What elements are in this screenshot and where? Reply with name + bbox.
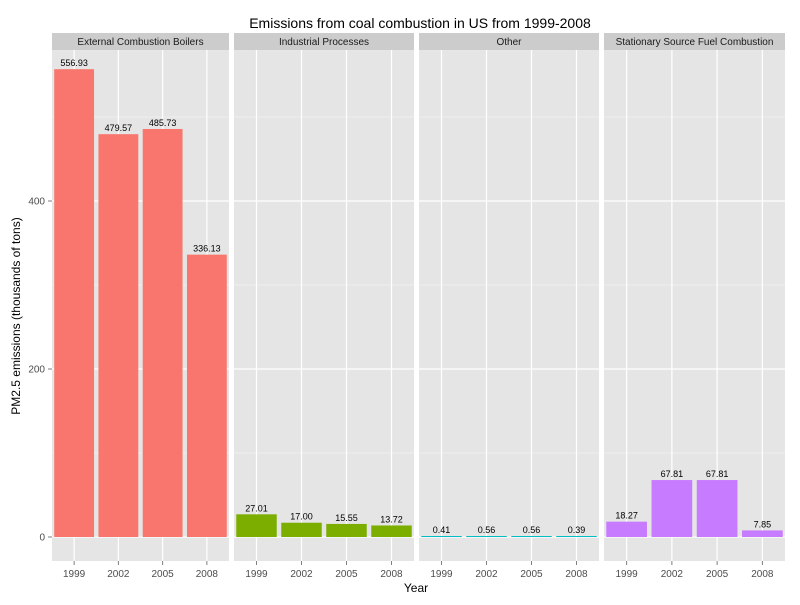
- facet-panels: External Combustion Boilers 556.93 1999 479…: [52, 33, 785, 580]
- x-tick-label: 1999: [430, 569, 453, 580]
- bar: [236, 514, 277, 537]
- bar: [421, 536, 462, 537]
- facet-strip-label: Stationary Source Fuel Combustion: [616, 37, 774, 48]
- x-tick-label: 2008: [196, 569, 219, 580]
- facet-strip: [52, 33, 229, 50]
- x-tick-label: 2005: [520, 569, 543, 580]
- bar-data-label: 7.85: [754, 519, 772, 529]
- y-tick-label: 400: [28, 197, 45, 208]
- facet-strip: [419, 33, 599, 50]
- bar-data-label: 67.81: [706, 469, 729, 479]
- x-tick-label: 2002: [107, 569, 130, 580]
- x-tick-label: 2005: [706, 569, 729, 580]
- bar-data-label: 17.00: [290, 512, 313, 522]
- x-tick-label: 2005: [335, 569, 358, 580]
- bar-data-label: 0.56: [523, 525, 541, 535]
- bar-data-label: 0.56: [478, 525, 496, 535]
- facet-strip-label: External Combustion Boilers: [77, 37, 203, 48]
- bar: [281, 522, 322, 537]
- facet-panel: Other 0.41 1999 0.56 2002 0.56 2005 0.39 2008: [419, 33, 599, 580]
- bar: [186, 254, 227, 537]
- bar: [606, 521, 647, 537]
- bar: [142, 128, 183, 537]
- x-tick-label: 2008: [565, 569, 588, 580]
- x-tick-label: 2005: [152, 569, 175, 580]
- chart-title: Emissions from coal combustion in US fro…: [249, 15, 591, 31]
- bar-data-label: 556.93: [60, 58, 88, 68]
- bar-data-label: 485.73: [149, 118, 177, 128]
- facet-panel: External Combustion Boilers 556.93 1999 479…: [52, 33, 229, 580]
- bar: [511, 536, 552, 537]
- bar: [54, 69, 95, 537]
- facet-strip: [604, 33, 785, 50]
- x-tick-label: 1999: [616, 569, 639, 580]
- bar: [326, 523, 367, 537]
- x-tick-label: 2002: [475, 569, 498, 580]
- y-tick-label: 200: [28, 365, 45, 376]
- panel-background: [234, 50, 414, 561]
- x-tick-label: 1999: [63, 569, 86, 580]
- x-tick-label: 1999: [245, 569, 268, 580]
- panel-background: [604, 50, 785, 561]
- bar: [98, 134, 139, 537]
- y-axis-title: PM2.5 emissions (thousands of tons): [9, 217, 23, 414]
- x-tick-label: 2008: [380, 569, 403, 580]
- facet-panel: Industrial Processes 27.01 1999 17.00 2002 15…: [234, 33, 414, 580]
- bar: [696, 480, 738, 537]
- x-tick-label: 2008: [751, 569, 774, 580]
- bar-data-label: 15.55: [335, 513, 358, 523]
- bar-data-label: 18.27: [615, 511, 638, 521]
- bar-data-label: 336.13: [193, 244, 221, 254]
- facet-strip-label: Other: [496, 37, 522, 48]
- bar: [556, 536, 597, 537]
- x-axis-title: Year: [404, 581, 428, 595]
- facet-strip-label: Industrial Processes: [279, 37, 369, 48]
- bar-data-label: 27.01: [245, 503, 268, 513]
- facet-strip: [234, 33, 414, 50]
- bar: [651, 480, 693, 537]
- bar: [466, 536, 507, 537]
- x-tick-label: 2002: [661, 569, 684, 580]
- bar-data-label: 0.39: [568, 525, 586, 535]
- bar-data-label: 13.72: [380, 514, 403, 524]
- bar-data-label: 479.57: [105, 123, 133, 133]
- bar: [371, 525, 412, 537]
- panel-background: [419, 50, 599, 561]
- bar-data-label: 0.41: [433, 525, 451, 535]
- y-axis: 0 200 400: [28, 197, 52, 544]
- y-tick-label: 0: [39, 533, 45, 544]
- bar-data-label: 67.81: [661, 469, 684, 479]
- x-tick-label: 2002: [290, 569, 313, 580]
- bar: [742, 530, 783, 537]
- facet-panel: Stationary Source Fuel Combustion 18.27 19…: [604, 33, 785, 580]
